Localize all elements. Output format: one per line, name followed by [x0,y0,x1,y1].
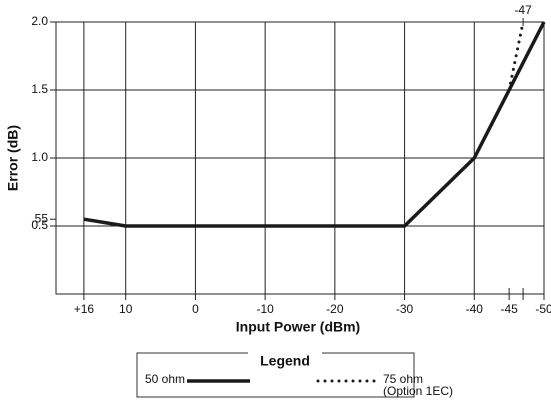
x-tick-label: +16 [74,302,95,316]
x-tick-label: -47 [514,3,532,17]
legend-label: 50 ohm [145,372,185,386]
legend-label: 75 ohm [383,372,423,386]
x-axis-label: Input Power (dBm) [236,319,360,335]
y-tick-label: 0.5 [31,218,48,232]
series-line [83,21,546,228]
x-tick-label: -20 [326,302,344,316]
y-tick-label: .55 [31,211,48,225]
series-line [507,20,525,92]
x-tick-label: -50 [535,302,551,316]
legend-note: (Option 1EC) [383,384,453,398]
x-tick-label: -10 [256,302,274,316]
y-tick-label: 2.0 [31,14,48,28]
x-tick-label: 10 [119,302,133,316]
y-tick-label: 1.5 [31,82,48,96]
x-tick-label: 0 [192,302,199,316]
x-tick-label: -40 [466,302,484,316]
x-tick-label: -45 [500,302,518,316]
y-tick-label: 1.0 [31,150,48,164]
x-tick-label: -30 [396,302,414,316]
y-axis-label: Error (dB) [5,125,21,191]
legend-title-gap [248,348,322,358]
legend-title: Legend [260,353,310,369]
